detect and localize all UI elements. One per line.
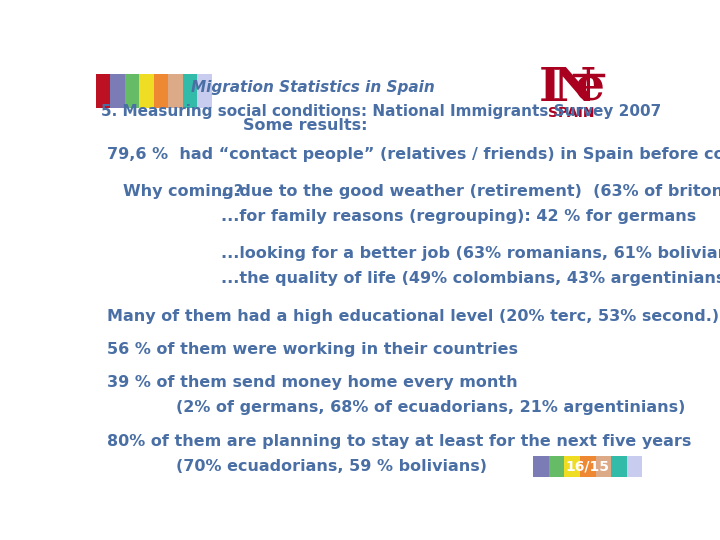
Text: Why coming?: Why coming? <box>124 184 243 199</box>
Text: (70% ecuadorians, 59 % bolivians): (70% ecuadorians, 59 % bolivians) <box>176 458 487 474</box>
Text: (2% of germans, 68% of ecuadorians, 21% argentinians): (2% of germans, 68% of ecuadorians, 21% … <box>176 400 686 415</box>
Bar <box>110 75 125 109</box>
Text: I: I <box>539 65 562 111</box>
Bar <box>564 456 580 477</box>
Text: 39 % of them send money home every month: 39 % of them send money home every month <box>107 375 518 390</box>
Bar <box>549 456 564 477</box>
Text: SPAIN: SPAIN <box>548 106 594 120</box>
Bar <box>533 456 549 477</box>
Text: e: e <box>575 65 604 111</box>
Text: 16/15: 16/15 <box>566 460 610 474</box>
Text: N: N <box>553 65 596 111</box>
Bar <box>153 75 168 109</box>
Text: ...due to the good weather (retirement)  (63% of britons): ...due to the good weather (retirement) … <box>221 184 720 199</box>
Text: Migration Statistics in Spain: Migration Statistics in Spain <box>192 80 435 95</box>
Bar <box>96 75 110 109</box>
Text: 80% of them are planning to stay at least for the next five years: 80% of them are planning to stay at leas… <box>107 434 691 449</box>
Text: ...for family reasons (regrouping): 42 % for germans: ...for family reasons (regrouping): 42 %… <box>221 209 696 224</box>
Text: 56 % of them were working in their countries: 56 % of them were working in their count… <box>107 342 518 357</box>
Bar <box>595 456 611 477</box>
Text: Many of them had a high educational level (20% terc, 53% second.): Many of them had a high educational leve… <box>107 309 719 324</box>
Text: Some results:: Some results: <box>243 118 367 133</box>
Bar <box>183 75 197 109</box>
Text: ...looking for a better job (63% romanians, 61% bolivians): ...looking for a better job (63% romania… <box>221 246 720 261</box>
Bar <box>139 75 153 109</box>
Bar <box>125 75 139 109</box>
Text: 79,6 %  had “contact people” (relatives / friends) in Spain before coming: 79,6 % had “contact people” (relatives /… <box>107 147 720 161</box>
Bar <box>611 456 627 477</box>
Bar <box>197 75 212 109</box>
Text: 5. Measuring social conditions: National Immigrants Survey 2007: 5. Measuring social conditions: National… <box>101 104 662 119</box>
Bar <box>580 456 595 477</box>
Bar <box>627 456 642 477</box>
Text: ...the quality of life (49% colombians, 43% argentinians): ...the quality of life (49% colombians, … <box>221 272 720 286</box>
Bar <box>168 75 183 109</box>
